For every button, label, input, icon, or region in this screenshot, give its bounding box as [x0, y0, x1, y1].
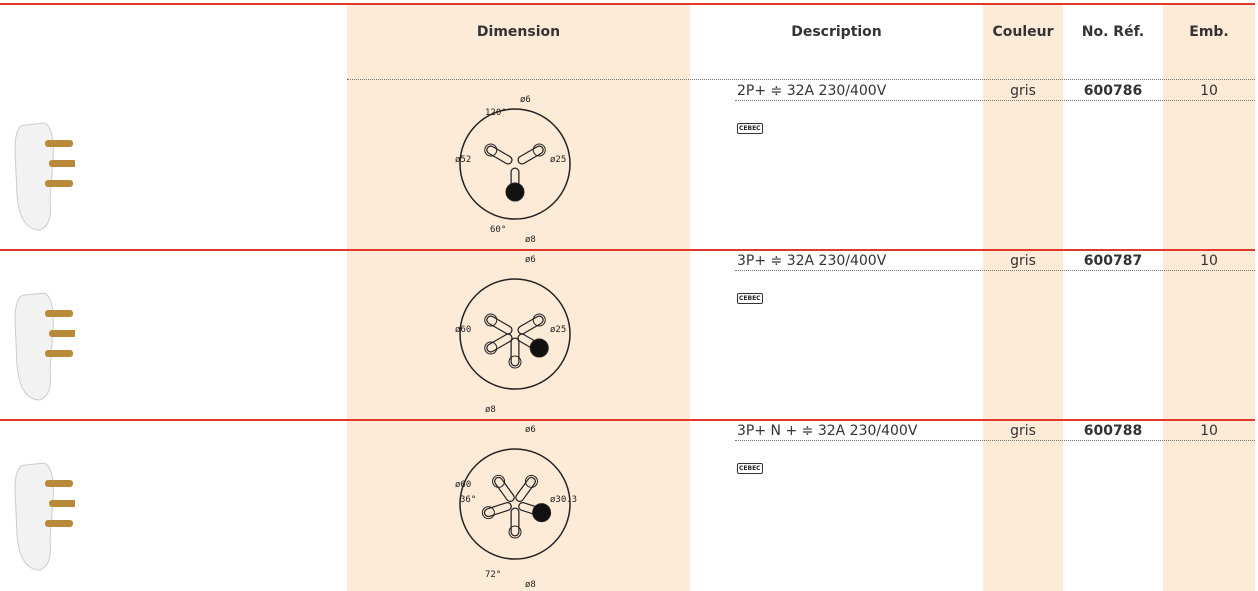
hole	[484, 341, 498, 355]
reference: 600788	[1083, 423, 1143, 439]
description-rule	[735, 100, 1255, 101]
plug-body	[14, 292, 54, 401]
dimension-label: ø60	[455, 480, 471, 490]
dimension-label: ø25	[550, 155, 566, 165]
column-header: Couleur	[992, 24, 1054, 40]
plug-pin	[45, 520, 73, 527]
top-rule	[0, 3, 1255, 5]
product-image	[14, 462, 75, 571]
column-header: No. Réf.	[1081, 24, 1145, 40]
description: 3P+ N + ≑ 32A 230/400V	[737, 423, 918, 439]
hole	[492, 474, 506, 488]
color: gris	[1010, 423, 1036, 439]
dimension-label: 60°	[490, 225, 506, 235]
hole	[532, 503, 552, 523]
plug-pin	[45, 140, 73, 147]
slot-in	[518, 146, 543, 164]
hole	[508, 525, 522, 539]
row-rule	[0, 249, 1255, 251]
plug-body	[14, 462, 54, 571]
color: gris	[1010, 253, 1036, 269]
pack: 10	[1200, 253, 1218, 269]
outline	[459, 278, 571, 390]
product-image	[14, 292, 75, 401]
slot-in	[487, 146, 512, 164]
dimension-label: ø30.3	[550, 495, 577, 505]
hole	[484, 143, 498, 157]
hole	[524, 474, 538, 488]
dimension-label: ø60	[455, 325, 471, 335]
hole	[505, 182, 525, 202]
plug-pin	[45, 180, 73, 187]
color-column-bg	[983, 5, 1063, 591]
plug-pin	[49, 160, 75, 167]
plug-pin	[49, 330, 75, 337]
hole	[532, 313, 546, 327]
pack-column-bg	[1163, 5, 1255, 591]
slot-in	[487, 334, 512, 352]
certification-mark: CEBEC	[737, 293, 763, 304]
dimension-label: ø6	[525, 255, 536, 265]
color: gris	[1010, 83, 1036, 99]
description-rule	[735, 440, 1255, 441]
dimension-label: ø8	[525, 235, 536, 245]
header-rule	[347, 79, 1255, 80]
dimension-label: ø6	[525, 425, 536, 435]
column-header: Description	[791, 24, 882, 40]
slot-in	[495, 478, 514, 501]
hole	[484, 313, 498, 327]
description: 3P+ ≑ 32A 230/400V	[737, 253, 887, 269]
dimension-label: ø8	[525, 580, 536, 588]
dimension-label: 36°	[460, 495, 476, 505]
certification-mark: CEBEC	[737, 123, 763, 134]
column-header: Dimension	[476, 24, 561, 40]
column-header: Emb.	[1189, 24, 1229, 40]
dimension-drawing: ø6 120° ø52 ø25 60° ø8	[455, 95, 571, 245]
hole	[529, 338, 549, 358]
reference: 600786	[1083, 83, 1143, 99]
pack: 10	[1200, 83, 1218, 99]
dimension-label: 120°	[485, 108, 507, 118]
slot-in	[518, 316, 543, 334]
reference: 600787	[1083, 253, 1143, 269]
dimension-label: ø52	[455, 155, 471, 165]
plug-pin	[45, 350, 73, 357]
plug-pin	[45, 480, 73, 487]
slot-in	[487, 316, 512, 334]
slot-in	[516, 478, 535, 501]
hole	[532, 143, 546, 157]
description: 2P+ ≑ 32A 230/400V	[737, 83, 887, 99]
dimension-label: 72°	[485, 570, 501, 580]
plug-body	[14, 122, 54, 231]
outline	[459, 108, 571, 220]
pack: 10	[1200, 423, 1218, 439]
dimension-label: ø8	[485, 405, 496, 415]
dimension-label: ø6	[520, 95, 531, 105]
dimension-label: ø25	[550, 325, 566, 335]
dimension-drawing: ø6 ø60 ø25 ø8	[455, 255, 571, 415]
hole	[508, 355, 522, 369]
certification-mark: CEBEC	[737, 463, 763, 474]
slot-in	[485, 503, 511, 516]
plug-pin	[45, 310, 73, 317]
outline	[459, 448, 571, 560]
plug-pin	[49, 500, 75, 507]
hole	[481, 506, 495, 520]
product-image	[14, 122, 75, 231]
row-rule	[0, 419, 1255, 421]
dimension-drawing: ø6 ø60 36° ø30.3 72° ø8	[455, 425, 577, 588]
description-rule	[735, 270, 1255, 271]
